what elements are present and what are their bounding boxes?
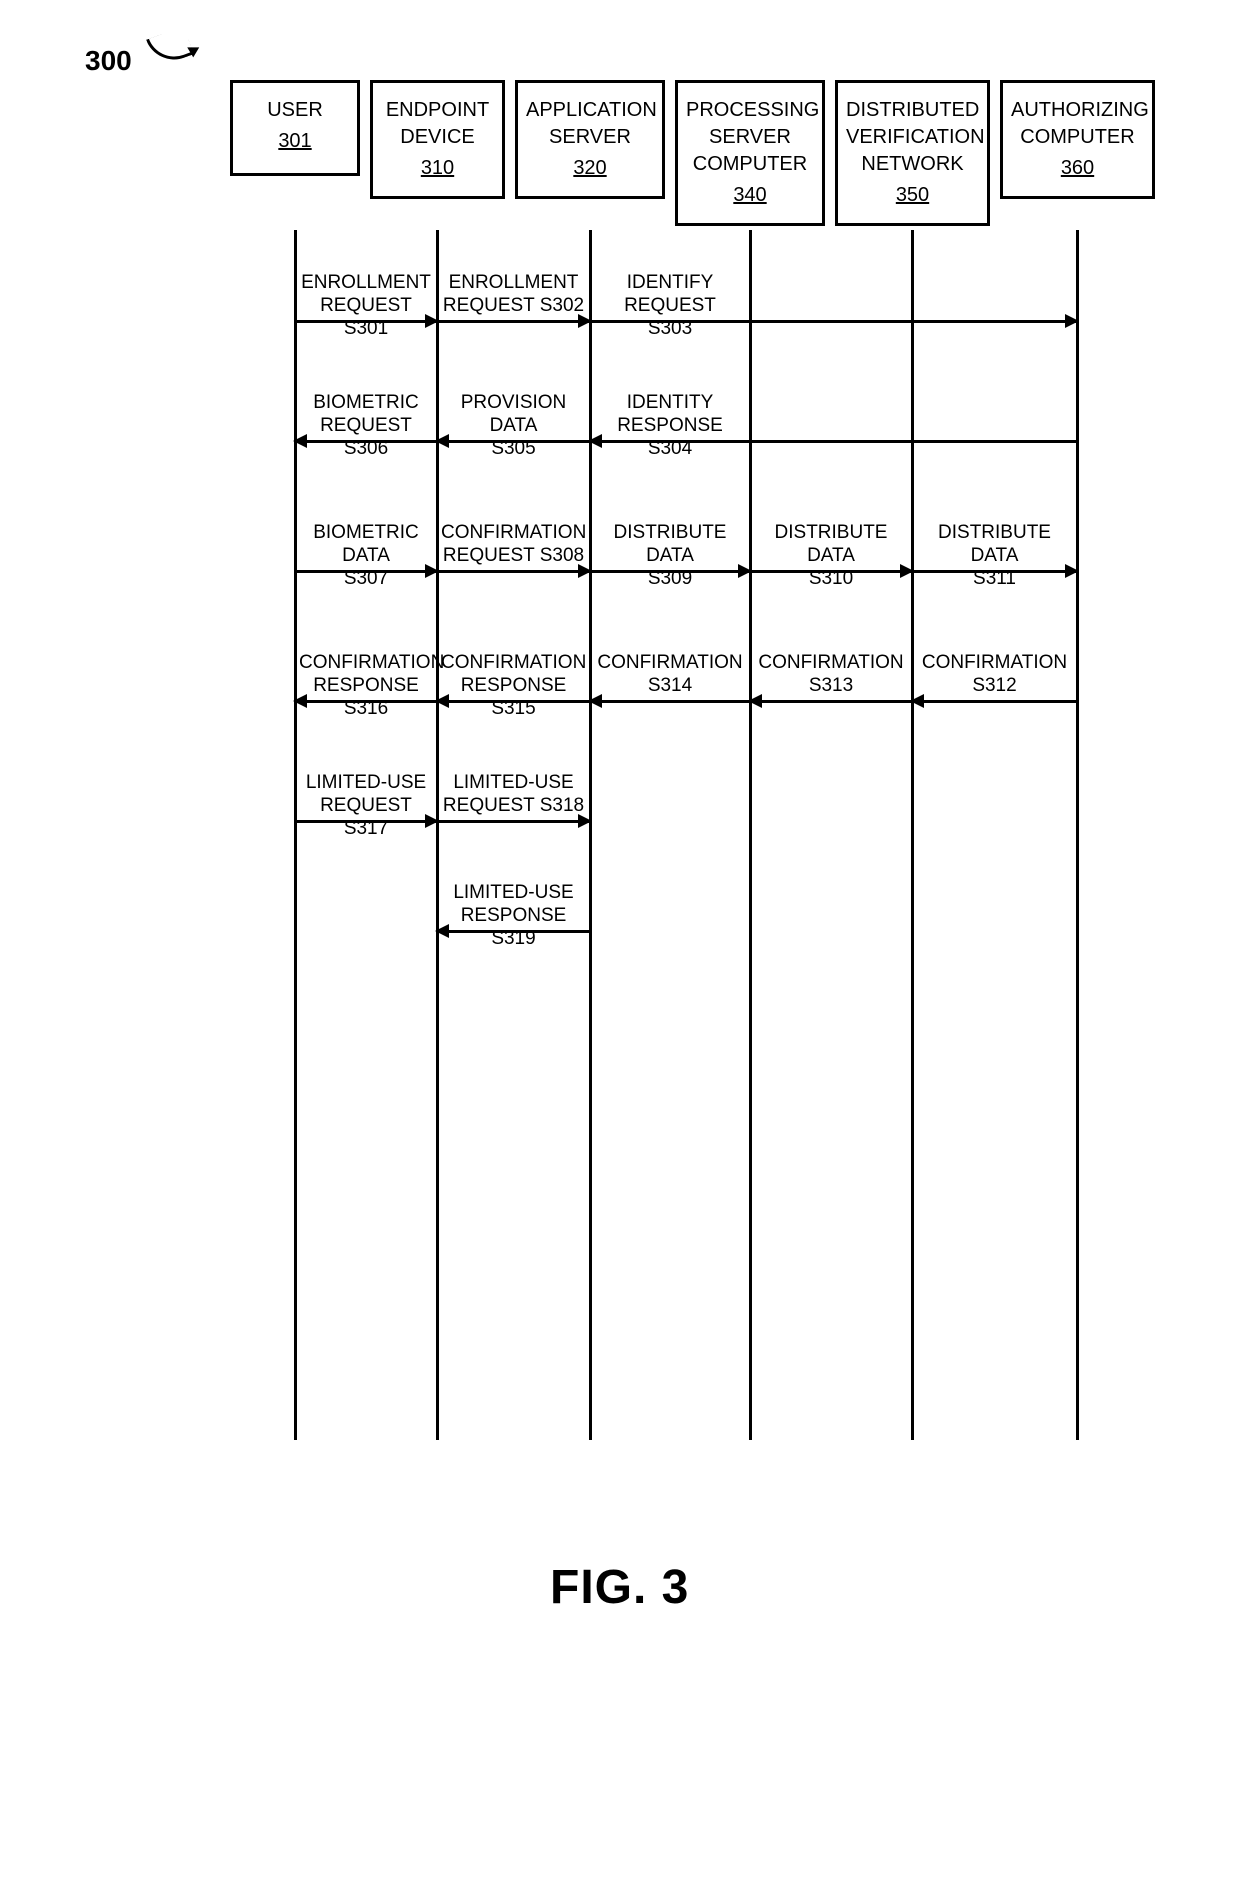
figure-title: FIG. 3 bbox=[550, 1560, 689, 1615]
actor-box-auth: AUTHORIZING COMPUTER 360 bbox=[1000, 80, 1155, 199]
sequence-diagram: USER 301 ENDPOINT DEVICE 310 APPLICATION SER… bbox=[230, 80, 1090, 1480]
actor-box-ep: ENDPOINT DEVICE 310 bbox=[370, 80, 505, 199]
message-label: BIOMETRIC DATA S307 bbox=[299, 522, 433, 590]
message-label: ENROLLMENT REQUEST S302 bbox=[441, 272, 586, 318]
lifeline-ep bbox=[436, 230, 439, 1440]
figure-number-text: 300 bbox=[85, 45, 132, 76]
lifeline-proc bbox=[749, 230, 752, 1440]
actor-box-app: APPLICATION SERVER 320 bbox=[515, 80, 665, 199]
message-arrow bbox=[590, 700, 750, 703]
message-arrow bbox=[912, 700, 1077, 703]
lifeline-auth bbox=[1076, 230, 1079, 1440]
figure-number-pointer-arc bbox=[146, 26, 194, 68]
message-arrow bbox=[437, 320, 590, 323]
lifeline-app bbox=[589, 230, 592, 1440]
actor-label: USER bbox=[241, 97, 349, 124]
message-label: IDENTIFY REQUEST S303 bbox=[596, 272, 744, 340]
figure-container: 300 USER 301 ENDPOINT DEVICE 310 APPLICATION… bbox=[30, 40, 1210, 1860]
actor-ref: 360 bbox=[1011, 155, 1144, 182]
actor-label: ENDPOINT DEVICE bbox=[381, 97, 494, 151]
message-label: PROVISION DATA S305 bbox=[441, 392, 586, 460]
actor-ref: 340 bbox=[686, 182, 814, 209]
message-arrow bbox=[437, 570, 590, 573]
figure-number: 300 bbox=[85, 40, 190, 77]
message-label: CONFIRMATION REQUEST S308 bbox=[441, 522, 586, 568]
actor-ref: 350 bbox=[846, 182, 979, 209]
actor-label: PROCESSING SERVER COMPUTER bbox=[686, 97, 814, 178]
message-label: DISTRIBUTE DATA S311 bbox=[916, 522, 1073, 590]
figure-title-text: FIG. 3 bbox=[550, 1561, 689, 1614]
actor-label: DISTRIBUTED VERIFICATION NETWORK bbox=[846, 97, 979, 178]
message-arrow bbox=[437, 820, 590, 823]
message-label: CONFIRMATION RESPONSE S316 bbox=[299, 652, 433, 720]
actor-ref: 301 bbox=[241, 128, 349, 155]
message-label: LIMITED-USE REQUEST S317 bbox=[299, 772, 433, 840]
message-arrow bbox=[750, 700, 912, 703]
message-label: BIOMETRIC REQUEST S306 bbox=[299, 392, 433, 460]
message-label: LIMITED-USE RESPONSE S319 bbox=[441, 882, 586, 950]
message-label: IDENTITY RESPONSE S304 bbox=[596, 392, 744, 460]
actor-label: AUTHORIZING COMPUTER bbox=[1011, 97, 1144, 151]
message-label: CONFIRMATION S314 bbox=[594, 652, 746, 698]
actor-ref: 310 bbox=[381, 155, 494, 182]
actor-box-user: USER 301 bbox=[230, 80, 360, 176]
arrowhead-icon bbox=[1065, 314, 1079, 328]
message-label: CONFIRMATION S313 bbox=[754, 652, 908, 698]
message-label: ENROLLMENT REQUEST S301 bbox=[299, 272, 433, 340]
message-label: CONFIRMATION RESPONSE S315 bbox=[441, 652, 586, 720]
message-label: LIMITED-USE REQUEST S318 bbox=[441, 772, 586, 818]
message-label: CONFIRMATION S312 bbox=[916, 652, 1073, 698]
actor-box-dvn: DISTRIBUTED VERIFICATION NETWORK 350 bbox=[835, 80, 990, 226]
actor-box-proc: PROCESSING SERVER COMPUTER 340 bbox=[675, 80, 825, 226]
lifeline-user bbox=[294, 230, 297, 1440]
actor-label: APPLICATION SERVER bbox=[526, 97, 654, 151]
message-label: DISTRIBUTE DATA S310 bbox=[754, 522, 908, 590]
message-label: DISTRIBUTE DATA S309 bbox=[594, 522, 746, 590]
lifeline-dvn bbox=[911, 230, 914, 1440]
actor-ref: 320 bbox=[526, 155, 654, 182]
